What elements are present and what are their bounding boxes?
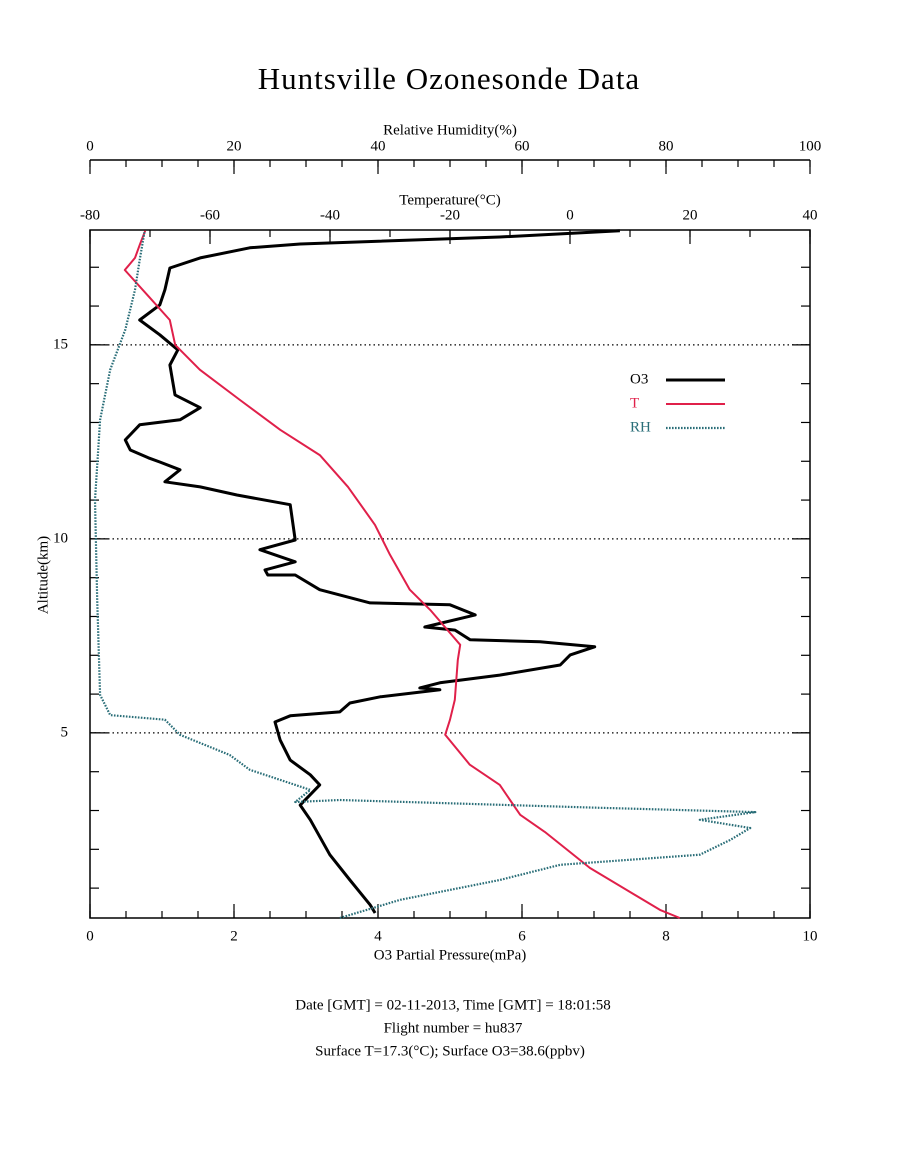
x2-tick-label: -20 [440, 207, 460, 223]
x-tick-label: 8 [662, 928, 670, 944]
x2-tick-label: 0 [566, 207, 574, 223]
x-tick-label: 0 [86, 928, 94, 944]
x3-tick-label: 80 [659, 138, 674, 154]
y-tick-label: 15 [53, 336, 68, 352]
x3-tick-label: 20 [227, 138, 242, 154]
footer-line: Surface T=17.3(°C); Surface O3=38.6(ppbv… [315, 1043, 585, 1059]
x3-tick-label: 100 [799, 138, 822, 154]
x2-tick-label: 20 [683, 207, 698, 223]
x3-axis-title: Relative Humidity(%) [383, 122, 517, 138]
x-tick-label: 10 [803, 928, 818, 944]
legend-label: RH [630, 419, 651, 435]
x-tick-label: 4 [374, 928, 382, 944]
plot-frame [89, 229, 811, 919]
y-tick-label: 5 [61, 724, 69, 740]
x2-tick-label: -80 [80, 207, 100, 223]
footer-line: Flight number = hu837 [384, 1020, 523, 1036]
footer-line: Date [GMT] = 02-11-2013, Time [GMT] = 18… [295, 997, 611, 1013]
x-tick-label: 2 [230, 928, 238, 944]
legend-label: T [630, 395, 639, 411]
x-axis-title: O3 Partial Pressure(mPa) [374, 947, 526, 963]
series-line [123, 229, 620, 914]
x3-tick-label: 60 [515, 138, 530, 154]
x3-tick-label: 40 [371, 138, 386, 154]
series-line [93, 230, 757, 920]
x2-tick-label: 40 [803, 207, 818, 223]
y-axis-title: Altitude(km) [35, 536, 51, 614]
y-tick-label: 10 [53, 530, 68, 546]
chart-title: Huntsville Ozonesonde Data [258, 61, 640, 96]
legend-label: O3 [630, 371, 648, 387]
x-tick-label: 6 [518, 928, 526, 944]
x2-tick-label: -60 [200, 207, 220, 223]
x2-tick-label: -40 [320, 207, 340, 223]
x3-tick-label: 0 [86, 138, 94, 154]
series-line [123, 230, 681, 919]
x2-axis-title: Temperature(°C) [399, 192, 501, 208]
